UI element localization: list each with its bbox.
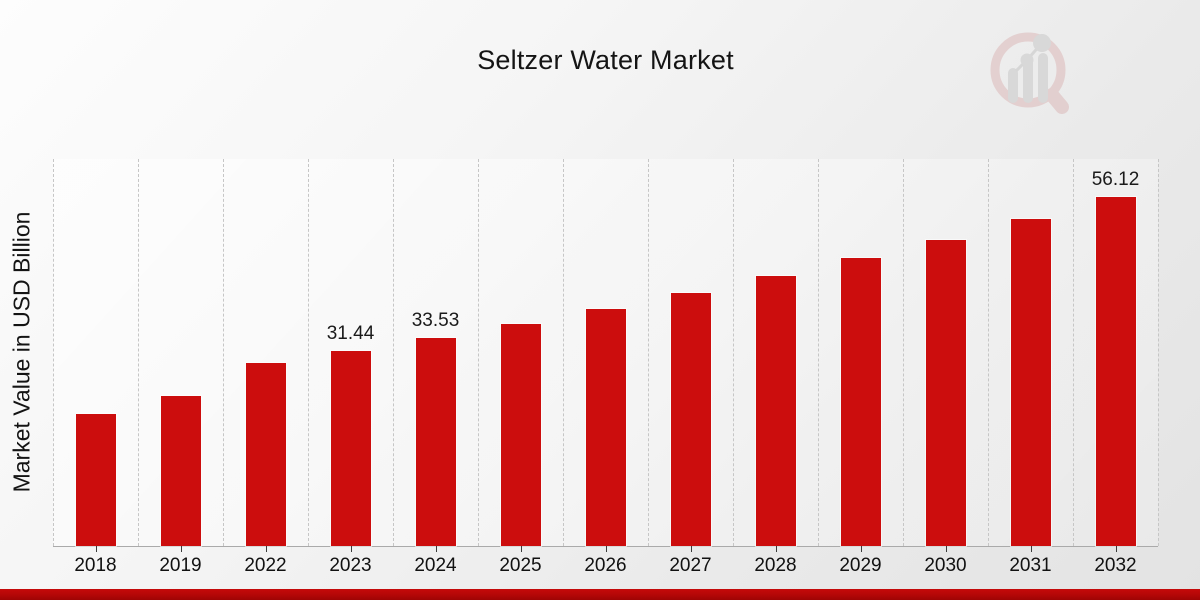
bar-2030 xyxy=(925,239,966,546)
x-axis-tick xyxy=(350,546,352,552)
logo-bar-medium xyxy=(1023,58,1033,103)
x-axis-tick xyxy=(605,546,607,552)
gridline xyxy=(223,159,224,546)
gridline xyxy=(1073,159,1074,546)
gridline xyxy=(1158,159,1159,546)
x-tick-label-2019: 2019 xyxy=(159,555,202,576)
bar-2018 xyxy=(75,413,116,546)
logo-dot-medium xyxy=(1020,53,1034,67)
x-axis-tick xyxy=(520,546,522,552)
magnifier-handle xyxy=(1045,88,1069,114)
x-axis-tick xyxy=(775,546,777,552)
gridline xyxy=(563,159,564,546)
plot-area: 2018 2019 2022 31.44 2023 33.53 2024 2025 2026 20… xyxy=(53,159,1159,576)
bar-2031 xyxy=(1010,219,1051,546)
bar-2028 xyxy=(755,276,796,546)
x-tick-label-2030: 2030 xyxy=(924,555,967,576)
bar-2027 xyxy=(670,293,711,546)
x-tick-label-2032: 2032 xyxy=(1094,555,1137,576)
x-tick-label-2028: 2028 xyxy=(754,555,797,576)
x-tick-label-2031: 2031 xyxy=(1009,555,1052,576)
x-axis-tick xyxy=(265,546,267,552)
bar-value-label: 56.12 xyxy=(1091,169,1140,191)
gridline xyxy=(138,159,139,546)
gridline xyxy=(648,159,649,546)
gridline xyxy=(988,159,989,546)
x-axis-tick xyxy=(945,546,947,552)
footer-accent-bar xyxy=(0,589,1200,600)
bar-2024 xyxy=(415,337,456,546)
gridline xyxy=(393,159,394,546)
x-axis-tick xyxy=(1030,546,1032,552)
x-tick-label-2025: 2025 xyxy=(499,555,542,576)
bar-2019 xyxy=(160,395,201,546)
x-axis-tick xyxy=(435,546,437,552)
bar-2023 xyxy=(330,350,371,546)
logo-dot-large xyxy=(1033,34,1051,52)
x-axis-tick xyxy=(180,546,182,552)
logo-bar-large xyxy=(1038,53,1048,103)
gridline xyxy=(903,159,904,546)
magnifier-bar-chart-logo xyxy=(990,32,1069,114)
gridline xyxy=(478,159,479,546)
gridline xyxy=(308,159,309,546)
bar-value-label: 31.44 xyxy=(326,322,375,344)
bar-2022 xyxy=(245,362,286,546)
bar-2026 xyxy=(585,309,626,546)
x-tick-label-2024: 2024 xyxy=(414,555,457,576)
y-axis-label: Market Value in USD Billion xyxy=(8,211,35,493)
chart-title: Seltzer Water Market xyxy=(477,45,734,75)
x-axis-tick xyxy=(690,546,692,552)
x-tick-label-2027: 2027 xyxy=(669,555,712,576)
bar-2029 xyxy=(840,258,881,546)
x-axis-tick xyxy=(95,546,97,552)
logo-dot-small xyxy=(1008,69,1018,79)
gridline xyxy=(733,159,734,546)
x-tick-label-2023: 2023 xyxy=(329,555,372,576)
x-tick-label-2022: 2022 xyxy=(244,555,287,576)
x-tick-label-2029: 2029 xyxy=(839,555,882,576)
x-axis-tick xyxy=(860,546,862,552)
gridline xyxy=(53,159,54,546)
gridline xyxy=(818,159,819,546)
bar-2025 xyxy=(500,323,541,546)
bar-value-label: 33.53 xyxy=(411,309,460,331)
x-tick-label-2026: 2026 xyxy=(584,555,627,576)
bar-2032 xyxy=(1095,197,1136,546)
x-tick-label-2018: 2018 xyxy=(74,555,117,576)
x-axis-tick xyxy=(1115,546,1117,552)
